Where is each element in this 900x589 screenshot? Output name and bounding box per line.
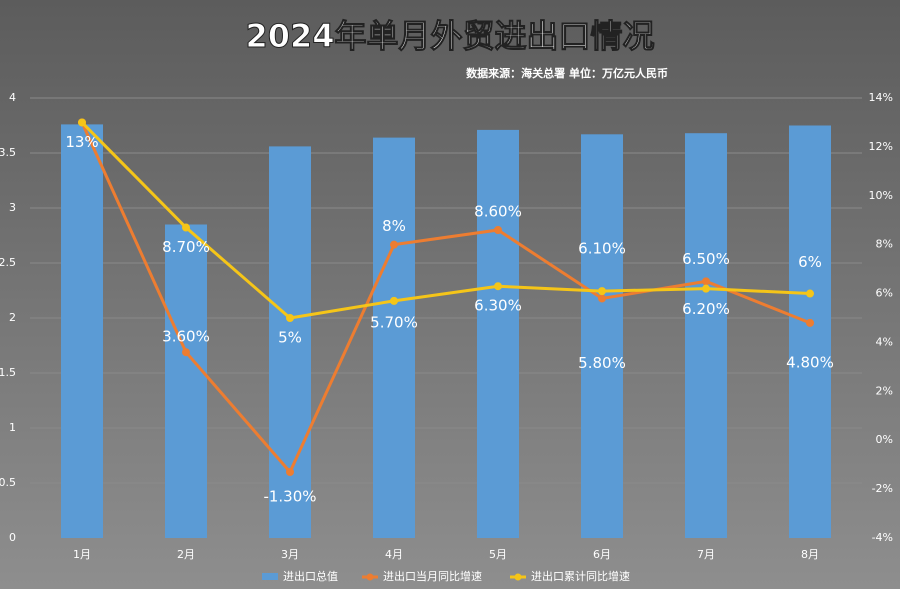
- x-tick-label: 4月: [385, 548, 403, 561]
- y-tick-label: 1: [9, 421, 16, 434]
- point: [494, 282, 502, 291]
- y-tick-label: 2.5: [0, 256, 16, 269]
- data-label: 13%: [65, 133, 98, 151]
- y-tick-label: 3.5: [0, 146, 16, 159]
- chart-subtitle: 数据来源：海关总署 单位：万亿元人民币: [466, 66, 668, 80]
- line: [80, 121, 811, 475]
- data-label: 6.10%: [578, 240, 626, 258]
- y2-tick-label: 12%: [869, 140, 893, 153]
- point: [286, 468, 294, 476]
- y2-tick-label: 2%: [876, 384, 893, 397]
- chart-title: 2024年单月外贸进出口情况: [245, 17, 654, 55]
- y2-tick-label: 8%: [876, 238, 893, 251]
- legend-label: 进出口累计同比增速: [531, 569, 630, 583]
- legend-swatch: [366, 573, 374, 581]
- x-tick-label: 6月: [593, 548, 611, 561]
- x-tick-label: 3月: [281, 548, 299, 561]
- point: [806, 289, 814, 298]
- data-label: 5%: [278, 329, 302, 347]
- x-tick-label: 7月: [697, 548, 715, 561]
- bar: [789, 125, 831, 538]
- legend-swatch: [262, 573, 278, 580]
- data-label: 6.50%: [682, 250, 730, 268]
- y-tick-label: 0.5: [0, 476, 16, 489]
- bar: [477, 129, 519, 538]
- x-tick-label: 1月: [73, 548, 91, 561]
- line: [80, 121, 811, 320]
- data-label: 6.20%: [682, 300, 730, 318]
- y-tick-label: 0: [9, 531, 16, 544]
- bar: [373, 137, 415, 538]
- legend-label: 进出口总值: [283, 569, 338, 583]
- point: [182, 348, 190, 357]
- bar: [581, 134, 623, 539]
- y2-tick-label: -4%: [872, 531, 893, 544]
- point: [390, 240, 398, 249]
- data-label: -1.30%: [263, 488, 316, 506]
- data-label: 5.80%: [578, 354, 626, 372]
- y2-tick-label: 10%: [869, 189, 893, 202]
- data-label: 6.30%: [474, 297, 522, 315]
- x-tick-label: 8月: [801, 548, 819, 561]
- point: [78, 118, 86, 127]
- bar: [685, 133, 727, 538]
- bar: [165, 224, 207, 538]
- data-label: 8%: [382, 217, 406, 235]
- y-tick-label: 4: [9, 91, 16, 104]
- point: [598, 294, 606, 303]
- y2-tick-label: 14%: [869, 91, 893, 104]
- x-tick-label: 2月: [177, 548, 195, 561]
- point: [806, 318, 814, 327]
- data-label: 4.80%: [786, 353, 834, 371]
- data-label: 8.60%: [474, 203, 522, 221]
- x-tick-label: 5月: [489, 548, 507, 561]
- y2-tick-label: -2%: [872, 482, 893, 495]
- data-label: 3.60%: [162, 328, 210, 346]
- point: [702, 277, 710, 286]
- y-tick-label: 1.5: [0, 366, 16, 379]
- data-label: 5.70%: [370, 313, 418, 331]
- point: [390, 296, 398, 305]
- y-tick-label: 2: [9, 311, 16, 324]
- bar: [61, 124, 103, 539]
- point: [494, 226, 502, 234]
- point: [598, 287, 606, 296]
- point: [702, 284, 710, 293]
- point: [286, 314, 294, 322]
- data-label: 6%: [798, 253, 822, 271]
- y2-tick-label: 6%: [876, 287, 893, 300]
- y2-tick-label: 0%: [876, 433, 893, 446]
- legend-label: 进出口当月同比增速: [383, 569, 482, 583]
- legend-swatch: [514, 573, 522, 581]
- y-tick-label: 3: [9, 201, 16, 214]
- data-label: 8.70%: [162, 238, 210, 256]
- point: [182, 223, 190, 232]
- y2-tick-label: 4%: [876, 335, 893, 348]
